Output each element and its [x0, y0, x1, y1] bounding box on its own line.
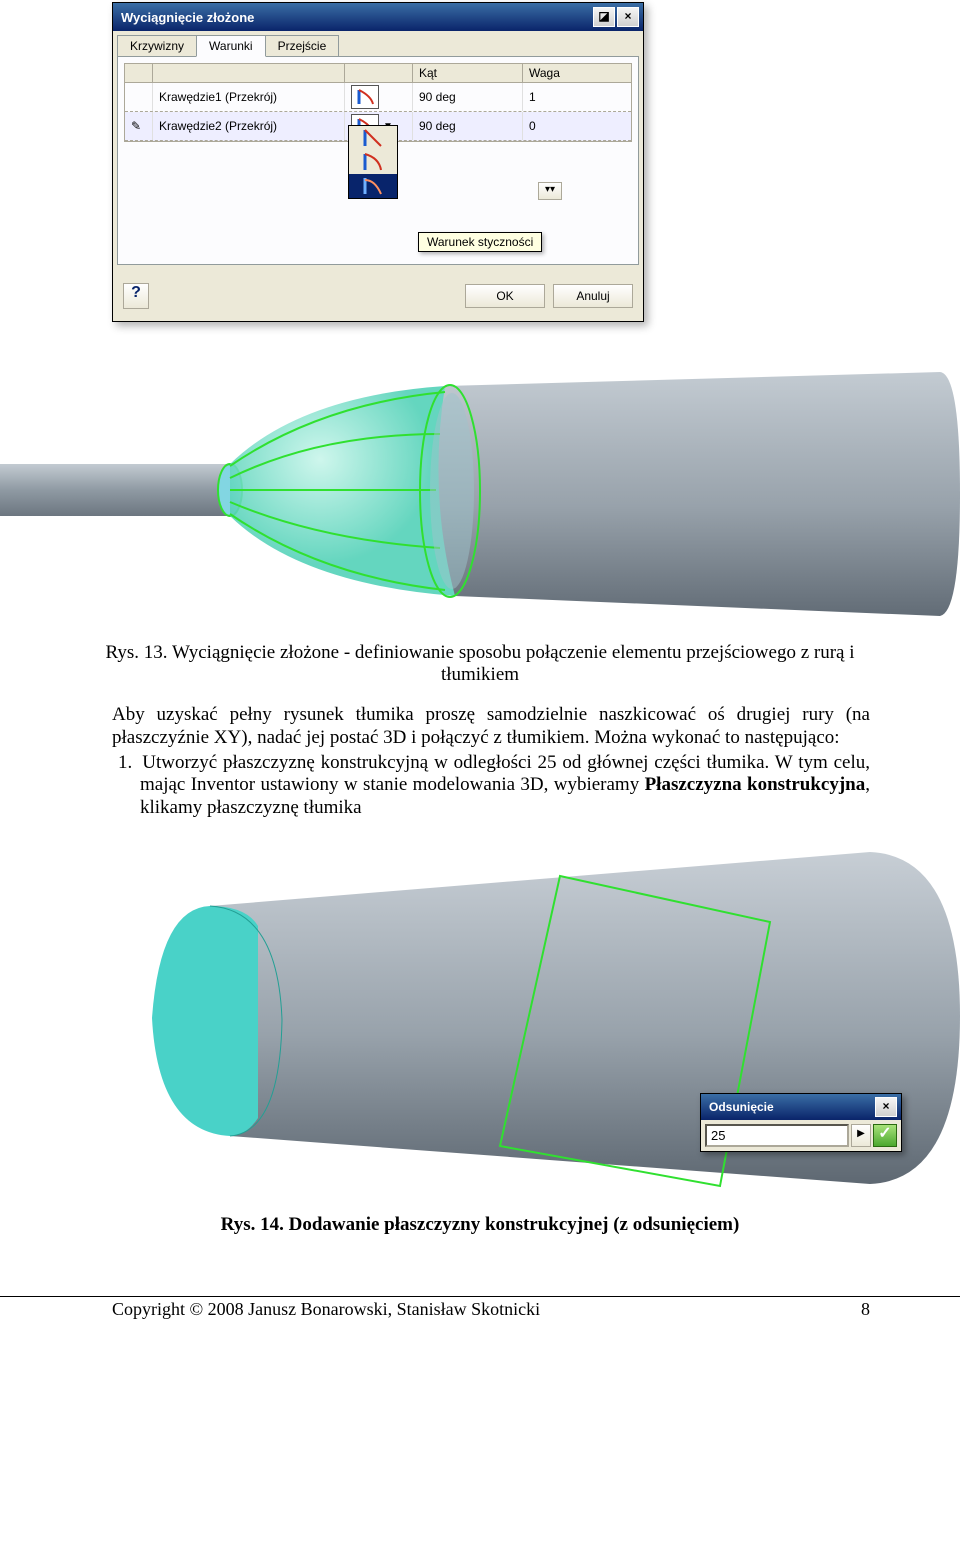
tangency-option-selected[interactable] [349, 174, 397, 198]
tangency-tooltip: Warunek styczności [418, 232, 542, 252]
offset-input[interactable]: 25 [705, 1124, 849, 1147]
ok-button[interactable]: OK [465, 284, 545, 308]
page-footer: Copyright © 2008 Janusz Bonarowski, Stan… [0, 1296, 960, 1320]
row-swatch[interactable] [345, 83, 413, 111]
grid-header: Kąt Waga [124, 63, 632, 83]
col-swatch [345, 64, 413, 82]
pin-window-icon[interactable]: ◪ [593, 7, 615, 27]
offset-dialog: Odsunięcie × 25 ▶ ✓ [700, 1093, 902, 1152]
dialog-tabs: Krzywizny Warunki Przejście [113, 31, 643, 56]
col-icon [125, 64, 153, 82]
dialog-titlebar[interactable]: Wyciągnięcie złożone ◪ × [113, 3, 643, 31]
tab-conditions[interactable]: Warunki [196, 35, 266, 57]
offset-accept-button[interactable]: ✓ [873, 1124, 897, 1147]
row-weight: 0 [523, 112, 631, 140]
row-icon [125, 83, 153, 111]
tab-curves[interactable]: Krzywizny [117, 35, 197, 56]
row-angle: 90 deg [413, 112, 523, 140]
offset-body: 25 ▶ ✓ [701, 1120, 901, 1151]
list-text: Utworzyć płaszczyznę konstrukcyjną w odl… [140, 752, 870, 819]
offset-spin-button[interactable]: ▶ [851, 1124, 871, 1147]
row-name: Krawędzie1 (Przekrój) [153, 83, 345, 111]
figure-caption-13: Rys. 13. Wyciągnięcie złożone - definiow… [80, 642, 880, 686]
loft-preview-render [0, 344, 960, 624]
offset-titlebar[interactable]: Odsunięcie × [701, 1094, 901, 1120]
col-name [153, 64, 345, 82]
bold-term: Płaszczyzna konstrukcyjna [645, 774, 866, 795]
page-number: 8 [850, 1299, 870, 1320]
close-icon[interactable]: × [875, 1097, 897, 1117]
dialog-title: Wyciągnięcie złożone [121, 10, 591, 25]
expand-button[interactable]: ▾▾ [538, 182, 562, 200]
loft-dialog: Wyciągnięcie złożone ◪ × Krzywizny Warun… [112, 2, 644, 322]
tab-transition[interactable]: Przejście [265, 35, 340, 56]
row-angle: 90 deg [413, 83, 523, 111]
offset-title: Odsunięcie [709, 1100, 873, 1114]
table-row[interactable]: Krawędzie1 (Przekrój) 90 deg 1 [125, 83, 631, 112]
row-name: Krawędzie2 (Przekrój) [153, 112, 345, 140]
body-paragraph: Aby uzyskać pełny rysunek tłumika proszę… [112, 704, 870, 820]
tangency-dropdown[interactable] [348, 125, 398, 199]
row-weight: 1 [523, 83, 631, 111]
row-edit-icon: ✎ [125, 112, 153, 140]
list-item: 1.Utworzyć płaszczyznę konstrukcyjną w o… [140, 752, 870, 820]
close-window-icon[interactable]: × [617, 7, 639, 27]
tangency-option[interactable] [349, 126, 397, 150]
plane-offset-render: Odsunięcie × 25 ▶ ✓ [0, 836, 960, 1196]
help-button[interactable]: ? [123, 283, 149, 309]
list-number: 1. [118, 752, 142, 773]
cancel-button[interactable]: Anuluj [553, 284, 633, 308]
dialog-footer: ? OK Anuluj [113, 273, 643, 321]
paragraph-text: Aby uzyskać pełny rysunek tłumika proszę… [112, 704, 870, 750]
copyright-text: Copyright © 2008 Janusz Bonarowski, Stan… [112, 1299, 850, 1320]
edge-swatch-icon [351, 85, 379, 109]
tab-panel: Kąt Waga Krawędzie1 (Przekrój) 90 deg 1 [117, 56, 639, 265]
col-angle: Kąt [413, 64, 523, 82]
figure-caption-14: Rys. 14. Dodawanie płaszczyzny konstrukc… [80, 1214, 880, 1236]
tangency-option[interactable] [349, 150, 397, 174]
col-weight: Waga [523, 64, 631, 82]
